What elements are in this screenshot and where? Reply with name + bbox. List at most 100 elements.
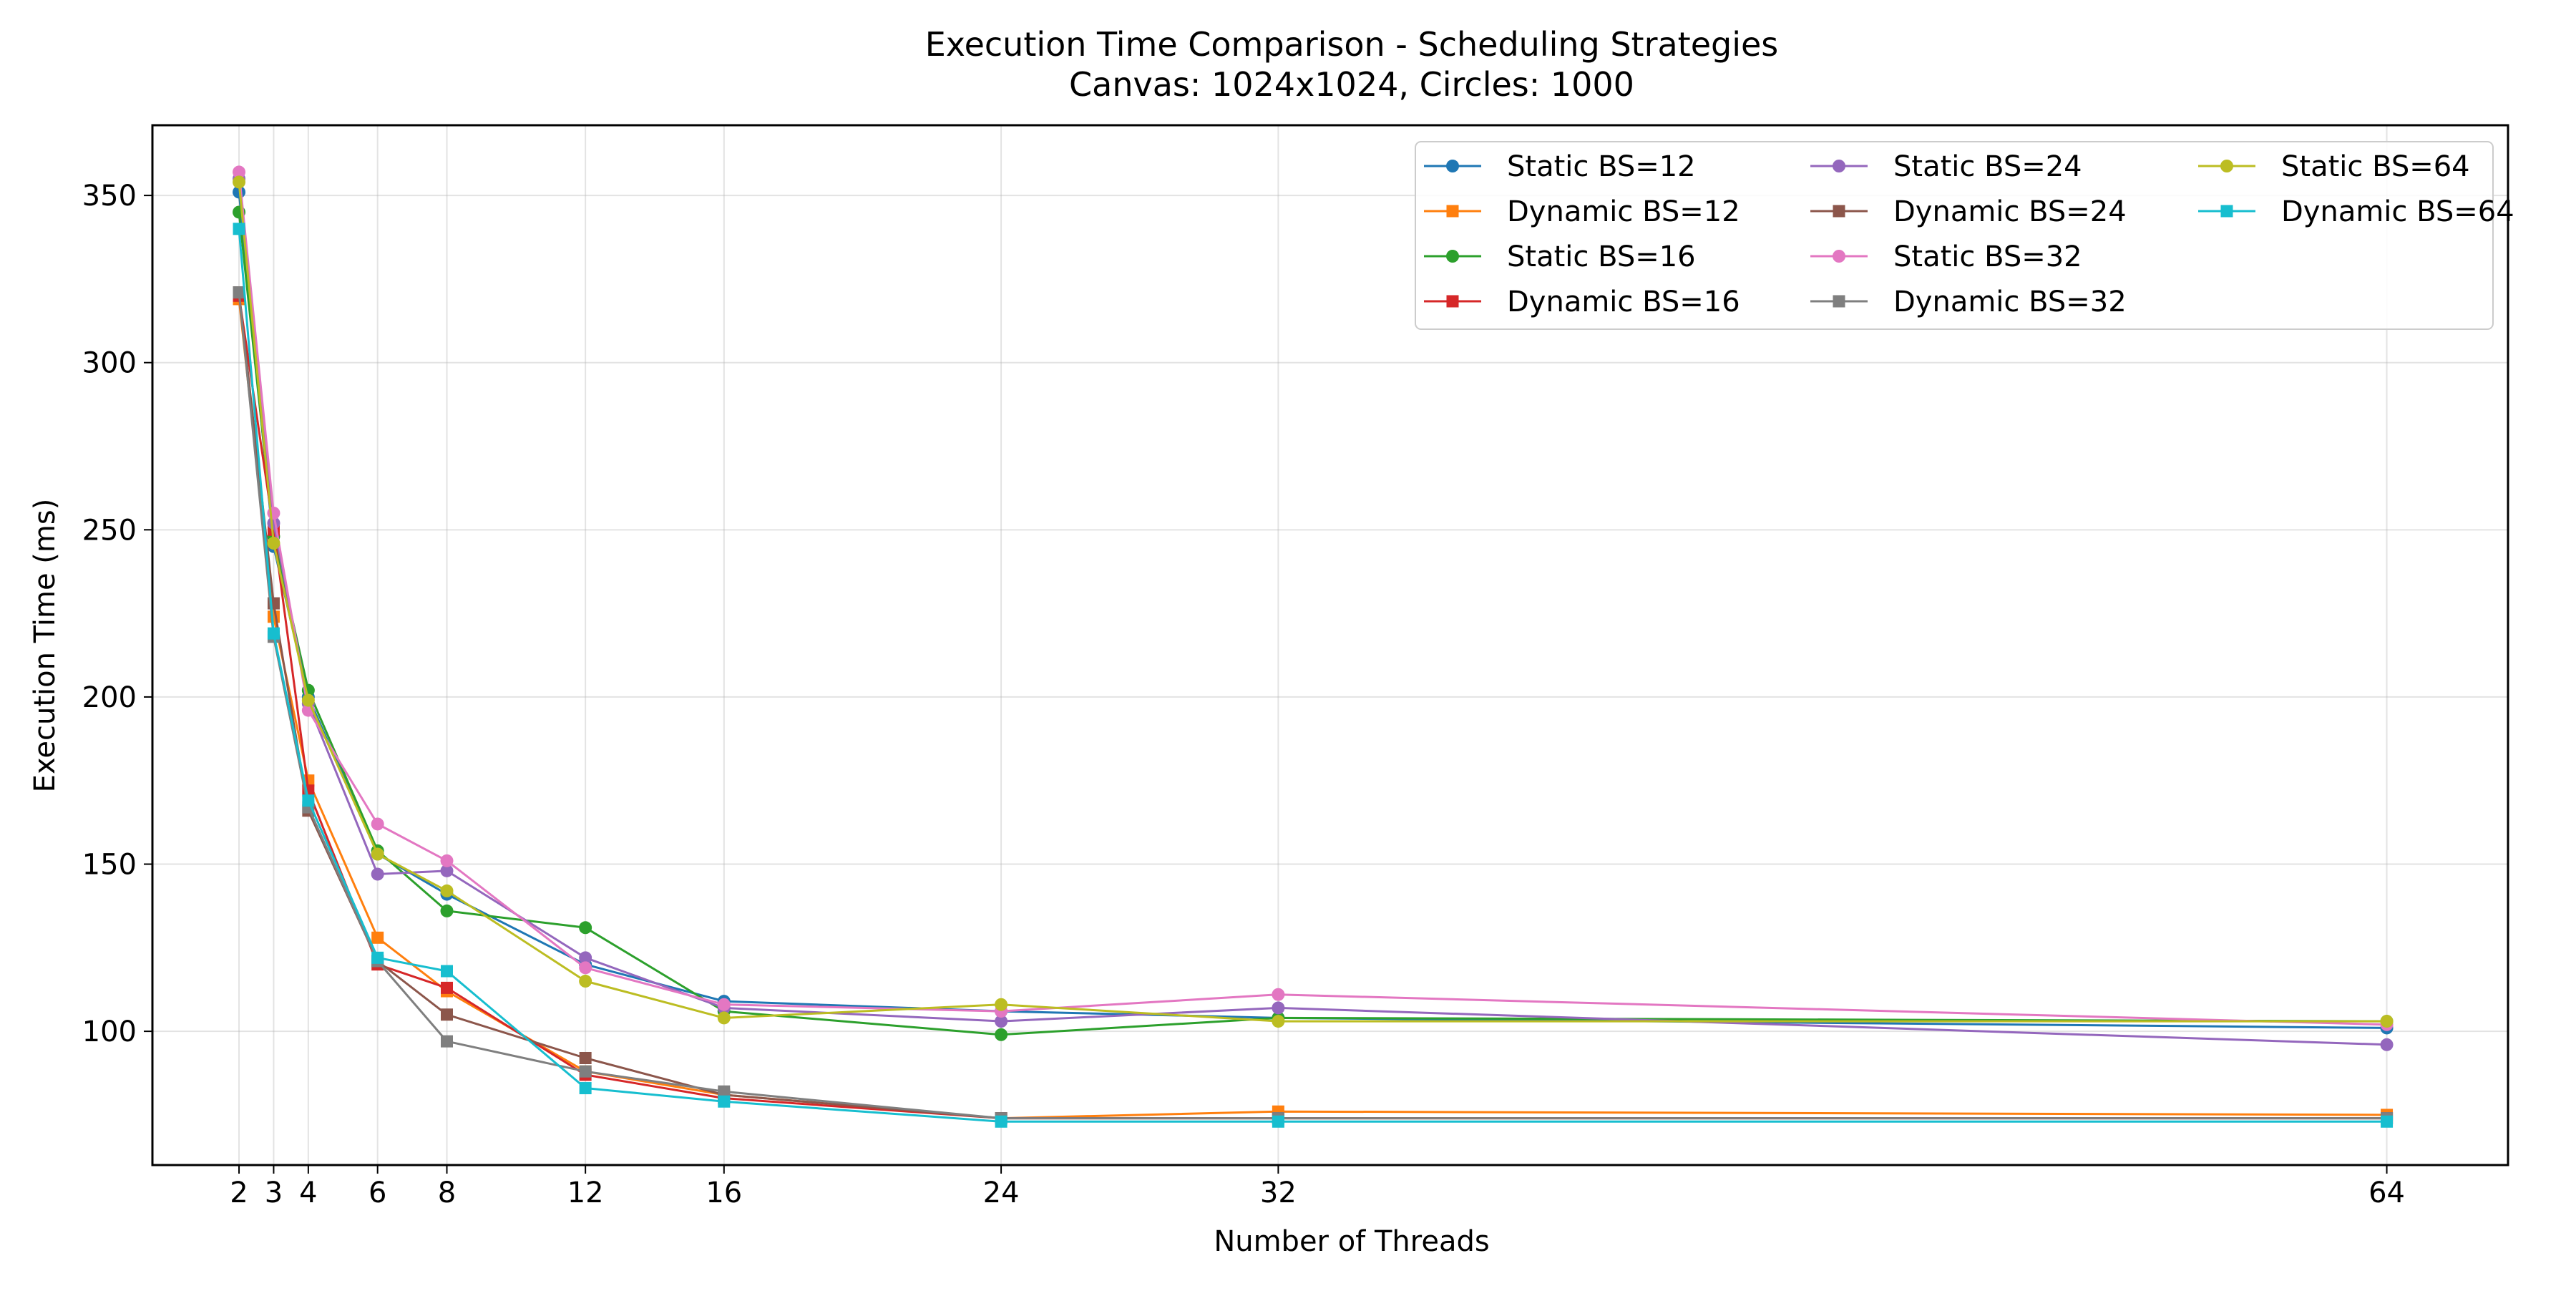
legend-item: Static BS=24 [1810,150,2082,183]
legend-swatch-marker [1833,295,1845,308]
legend-swatch-marker [1446,250,1459,263]
legend-label: Dynamic BS=32 [1893,286,2127,318]
data-point [718,1095,731,1108]
y-tick-label: 100 [82,1015,137,1048]
series-line [238,182,2387,1023]
data-point [579,1082,592,1095]
data-point [233,165,246,179]
data-point [267,610,280,623]
legend-label: Dynamic BS=16 [1507,286,1740,318]
x-tick-label: 12 [567,1176,604,1209]
data-point [440,904,454,917]
data-point [441,965,453,978]
data-point [579,951,592,965]
y-tick-label: 250 [82,514,137,547]
data-point [301,693,315,707]
legend-swatch-marker [1833,250,1845,263]
series-dynamic-bs-64 [233,223,2394,1128]
legend-label: Static BS=16 [1507,240,1696,273]
data-point [441,1008,453,1021]
data-point [717,998,731,1011]
data-point [995,998,1008,1011]
series-static-bs-64 [233,175,2394,1028]
legend-box [1415,141,2494,330]
series-line [238,228,2387,1123]
legend-label: Dynamic BS=24 [1893,195,2127,228]
data-point [267,627,280,640]
y-tick-label: 350 [82,180,137,213]
x-tick-label: 32 [1260,1176,1297,1209]
grid [152,125,2508,1165]
x-tick-label: 4 [299,1176,317,1209]
data-point [718,1085,731,1098]
legend-swatch-marker [2220,205,2233,218]
x-tick-label: 3 [265,1176,283,1209]
legend-item: Dynamic BS=16 [1424,286,1740,318]
legend-swatch-marker [1446,205,1459,218]
y-tick-label: 300 [82,347,137,380]
y-tick-label: 200 [82,681,137,714]
data-point [302,794,315,807]
x-tick-label: 24 [983,1176,1020,1209]
data-point [441,981,453,994]
data-point [441,1035,453,1048]
legend: Static BS=12 Dynamic BS=12 Static BS=16 Dyn… [1415,141,2514,330]
legend-label: Dynamic BS=12 [1507,195,1740,228]
data-point [2381,1115,2394,1128]
data-point [371,817,384,831]
plot-area-frame [151,124,2509,1166]
chart-title: Execution Time Comparison - Scheduling S… [925,25,1779,64]
legend-label: Static BS=24 [1893,150,2082,183]
data-point [440,884,454,897]
legend-swatch-marker [1446,295,1459,308]
legend-item: Dynamic BS=24 [1810,195,2127,228]
data-point [995,1028,1008,1041]
legend-item: Static BS=64 [2198,150,2470,183]
legend-swatch-marker [1446,160,1459,172]
data-point [267,537,280,550]
data-point [995,1115,1008,1128]
data-point [267,506,280,520]
data-point [1272,1115,1284,1128]
data-point [1272,1001,1285,1015]
legend-item: Dynamic BS=12 [1424,195,1740,228]
legend-item: Dynamic BS=32 [1810,286,2127,318]
legend-item: Static BS=16 [1424,240,1696,273]
series-line [238,172,2387,1026]
data-point [579,1051,592,1064]
x-tick-label: 8 [438,1176,456,1209]
data-point [233,175,246,189]
data-point [371,867,384,881]
data-point [579,975,592,988]
legend-item: Static BS=32 [1810,240,2082,273]
data-point [371,931,384,944]
legend-swatch-marker [2220,160,2233,172]
data-point [233,286,245,299]
data-point [579,1065,592,1078]
x-tick-label: 16 [706,1176,742,1209]
data-point [2380,1015,2394,1028]
data-point [579,961,592,975]
legend-swatch-marker [1833,205,1845,218]
data-point [1272,988,1285,1001]
x-tick-label: 6 [369,1176,386,1209]
data-point [995,1015,1008,1028]
y-tick-label: 150 [82,849,137,882]
data-point [440,864,454,877]
y-axis-ticks: 100 150 200 250 300 350 [82,180,152,1048]
data-point [717,1011,731,1025]
series-lines [233,165,2394,1128]
legend-item: Dynamic BS=64 [2198,195,2514,228]
data-point [1272,1015,1285,1028]
legend-label: Static BS=64 [2281,150,2470,183]
x-axis-label: Number of Threads [1214,1225,1489,1258]
x-axis-ticks: 2 3 4 6 8 12 16 24 32 64 [230,1165,2405,1209]
data-point [2380,1038,2394,1051]
data-point [371,847,384,861]
legend-label: Static BS=32 [1893,240,2082,273]
legend-swatch-marker [1833,160,1845,172]
chart-subtitle: Canvas: 1024x1024, Circles: 1000 [1069,65,1634,104]
x-tick-label: 64 [2368,1176,2405,1209]
